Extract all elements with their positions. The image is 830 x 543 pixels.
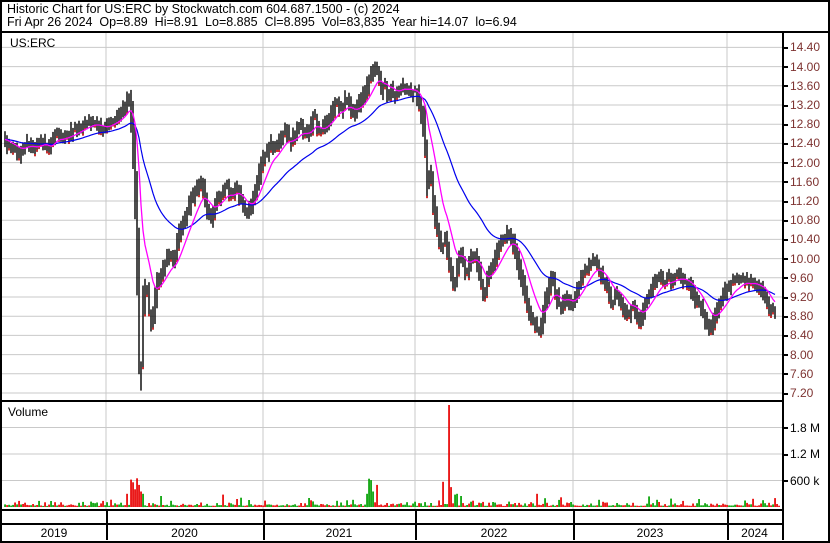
quote-summary: Fri Apr 26 2024 Op=8.89 Hi=8.91 Lo=8.885… (7, 15, 517, 29)
price-axis-tick (784, 220, 788, 222)
price-axis-label: 12.00 (790, 156, 821, 170)
price-axis-label: 9.60 (790, 271, 814, 285)
volume-axis-tick (784, 480, 788, 482)
price-axis-label: 7.20 (790, 386, 814, 400)
price-axis-label: 11.60 (790, 175, 820, 189)
price-axis-label: 11.20 (790, 194, 820, 208)
year-label-divider (727, 524, 729, 540)
header-separator (0, 31, 830, 33)
price-axis-label: 13.60 (790, 79, 821, 93)
price-axis-label: 12.40 (790, 136, 821, 150)
price-axis-tick (784, 258, 788, 260)
volume-axis-label: 1.8 M (790, 421, 821, 435)
price-axis-tick (784, 316, 788, 318)
price-axis-label: 9.20 (790, 290, 814, 304)
year-label-divider (415, 524, 417, 540)
x-axis-year-label: 2023 (636, 526, 664, 540)
footer-strip-divider-tick (727, 511, 729, 523)
price-axis-tick (784, 181, 788, 183)
x-axis-year-label: 2019 (40, 526, 68, 540)
price-axis-tick (784, 393, 788, 395)
axis-column-divider (782, 33, 784, 540)
x-axis-year-label: 2024 (741, 526, 768, 540)
price-axis-tick (784, 143, 788, 145)
volume-axis-label: 1.2 M (790, 447, 821, 461)
price-axis-label: 14.40 (790, 40, 821, 54)
price-plot[interactable] (2, 33, 782, 400)
price-axis-label: 13.20 (790, 98, 821, 112)
price-axis-tick (784, 201, 788, 203)
price-axis-label: 8.80 (790, 309, 814, 323)
price-axis-tick (784, 239, 788, 241)
volume-plot[interactable] (2, 402, 782, 509)
price-axis-tick (784, 373, 788, 375)
price-axis-label: 10.00 (790, 252, 821, 266)
year-label-divider (263, 524, 265, 540)
footer-strip-divider-tick (106, 511, 108, 523)
fast-ma-line (4, 80, 776, 317)
volume-bottom-border (0, 509, 782, 511)
volume-axis-label: 600 k (790, 474, 820, 488)
price-axis-label: 8.00 (790, 348, 814, 362)
price-axis-label: 8.40 (790, 328, 814, 342)
price-axis-tick (784, 66, 788, 68)
x-axis-year-label: 2021 (325, 526, 353, 540)
price-axis-label: 10.80 (790, 213, 821, 227)
price-volume-divider (0, 400, 782, 402)
price-axis-tick (784, 335, 788, 337)
footer-strip-divider (0, 523, 782, 525)
symbol-label: US:ERC (10, 36, 56, 50)
price-axis-tick (784, 162, 788, 164)
x-axis-year-label: 2020 (171, 526, 198, 540)
year-label-divider (106, 524, 108, 540)
price-axis-tick (784, 47, 788, 49)
footer-strip-divider-tick (415, 511, 417, 523)
volume-bars (4, 405, 780, 508)
price-axis-tick (784, 354, 788, 356)
footer-strip-divider-tick (573, 511, 575, 523)
volume-pane-label: Volume (8, 405, 49, 419)
volume-axis-tick (784, 454, 788, 456)
price-axis-tick (784, 85, 788, 87)
price-axis-tick (784, 277, 788, 279)
slow-ma-line (4, 95, 776, 302)
price-axis-label: 14.00 (790, 60, 821, 74)
chart-title: Historic Chart for US:ERC by Stockwatch.… (7, 2, 400, 16)
price-gridlines (2, 33, 782, 400)
daily-price-bars (4, 61, 776, 391)
price-axis-label: 10.40 (790, 232, 821, 246)
volume-axis-tick (784, 427, 788, 429)
price-axis-label: 7.60 (790, 367, 814, 381)
x-axis-year-label: 2022 (480, 526, 508, 540)
year-label-divider (573, 524, 575, 540)
price-axis-label: 12.80 (790, 117, 821, 131)
volume-gridlines (2, 402, 782, 509)
price-axis-tick (784, 105, 788, 107)
footer-strip-divider-tick (263, 511, 265, 523)
price-axis-tick (784, 297, 788, 299)
price-axis-tick (784, 124, 788, 126)
